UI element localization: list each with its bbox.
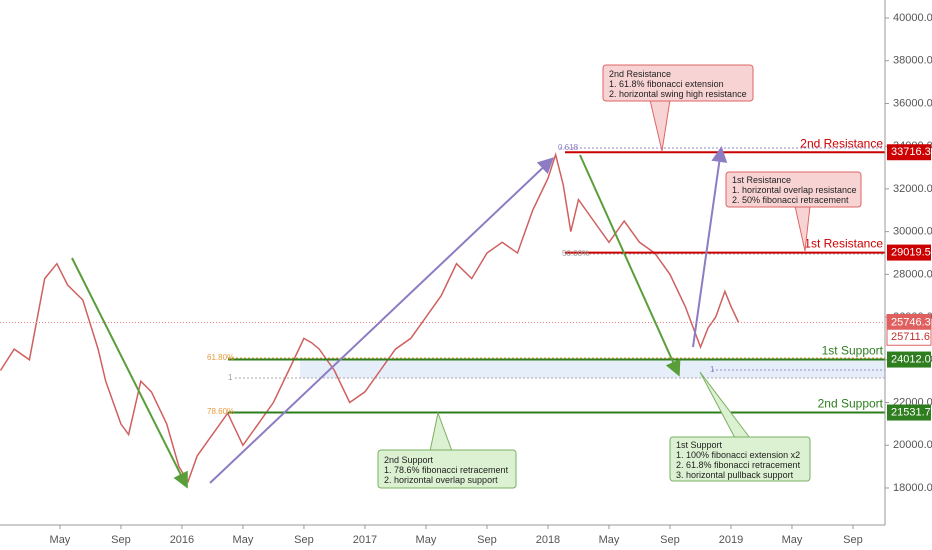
callout-line: 2. 61.8% fibonacci retracement xyxy=(676,460,801,470)
level-name: 2nd Resistance xyxy=(800,136,883,150)
price-tag-label: 25711.6 xyxy=(891,331,930,343)
fib-label: 1 xyxy=(228,373,233,382)
x-tick-label: 2017 xyxy=(353,534,377,546)
callout: 1st Support 1. 100% fibonacci extension … xyxy=(669,371,811,482)
arrow xyxy=(71,257,188,489)
fib-zone xyxy=(300,360,885,378)
x-tick-label: Sep xyxy=(660,534,680,546)
y-tick-label: 40000.0 xyxy=(893,12,932,24)
x-tick-label: Sep xyxy=(843,534,863,546)
y-tick-label: 18000.0 xyxy=(893,482,932,494)
y-tick-label: 20000.0 xyxy=(893,439,932,451)
callout: 2nd Resistance 1. 61.8% fibonacci extens… xyxy=(602,64,754,152)
x-tick-label: Sep xyxy=(477,534,497,546)
callout-line: 2. horizontal overlap support xyxy=(384,475,498,485)
y-tick-label: 32000.0 xyxy=(893,183,932,195)
callout-line: 1. 100% fibonacci extension x2 xyxy=(676,450,800,460)
level-tag xyxy=(887,404,931,421)
price-tag xyxy=(886,328,932,346)
callout-line: 1. 61.8% fibonacci extension xyxy=(609,79,724,89)
callout-line: 1. 78.6% fibonacci retracement xyxy=(384,465,509,475)
arrow xyxy=(209,157,554,484)
callout-line: 1. horizontal overlap resistance xyxy=(732,185,857,195)
fib-label: 78.60% xyxy=(207,407,234,416)
arrow xyxy=(579,154,681,377)
level-tag xyxy=(887,144,931,161)
fib-label: 61.80% xyxy=(207,353,234,362)
x-tick-label: 2018 xyxy=(536,534,560,546)
level-tag-label: 21531.7 xyxy=(891,406,931,418)
callout-title: 1st Resistance xyxy=(732,175,791,185)
callout-title: 2nd Support xyxy=(384,455,434,465)
x-tick-label: Sep xyxy=(111,534,131,546)
callout-title: 1st Support xyxy=(676,440,723,450)
level-tag xyxy=(887,351,931,368)
level-name: 1st Support xyxy=(822,344,884,358)
level-name: 2nd Support xyxy=(818,397,884,411)
callout-line: 2. horizontal swing high resistance xyxy=(609,89,747,99)
level-name: 1st Resistance xyxy=(804,237,883,251)
fib-label: 50.00% xyxy=(562,249,589,258)
callout-line: 2. 50% fibonacci retracement xyxy=(732,195,849,205)
x-tick-label: Sep xyxy=(294,534,314,546)
level-tag xyxy=(887,244,931,261)
x-tick-label: May xyxy=(50,534,71,546)
arrow xyxy=(692,146,728,348)
x-tick-label: May xyxy=(416,534,437,546)
price-tag-label: 25746.3 xyxy=(891,316,931,328)
level-tag-label: 24012.0 xyxy=(891,353,931,365)
y-tick-label: 30000.0 xyxy=(893,226,932,238)
callout-line: 3. horizontal pullback support xyxy=(676,470,794,480)
x-tick-label: 2016 xyxy=(170,534,194,546)
level-tag-label: 33716.3 xyxy=(891,146,931,158)
y-tick-label: 38000.0 xyxy=(893,55,932,67)
fib-label: 1 xyxy=(710,365,715,374)
level-tag-label: 29019.5 xyxy=(891,246,931,258)
y-tick-label: 28000.0 xyxy=(893,268,932,280)
callout-title: 2nd Resistance xyxy=(609,69,671,79)
x-tick-label: May xyxy=(782,534,803,546)
fib-label: 0.618 xyxy=(558,143,579,152)
x-tick-label: May xyxy=(233,534,254,546)
callout: 2nd Support 1. 78.6% fibonacci retraceme… xyxy=(377,411,517,489)
y-tick-label: 36000.0 xyxy=(893,97,932,109)
x-tick-label: 2019 xyxy=(719,534,743,546)
price-line xyxy=(0,151,740,484)
x-tick-label: May xyxy=(599,534,620,546)
callout: 1st Resistance 1. horizontal overlap res… xyxy=(725,171,862,252)
